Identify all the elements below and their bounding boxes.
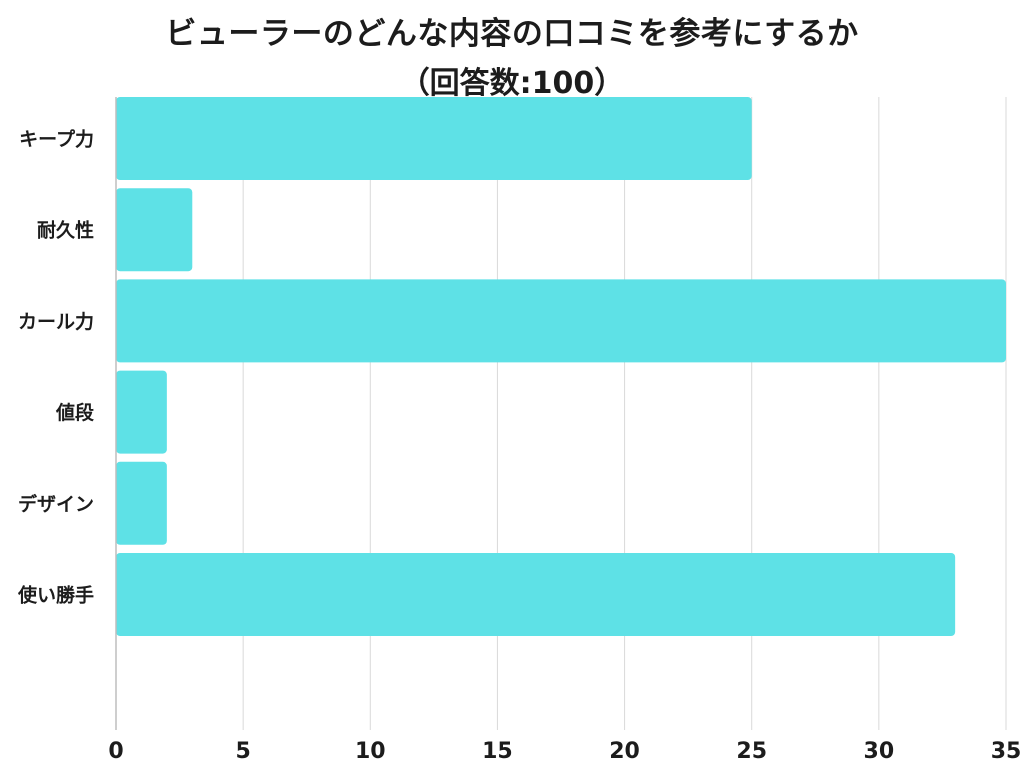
category-label: 使い勝手 xyxy=(17,584,94,607)
bar xyxy=(116,97,752,180)
category-label: 値段 xyxy=(55,401,95,424)
x-tick-label: 35 xyxy=(991,739,1022,764)
x-tick-labels: 0 5 10 15 20 25 30 35 xyxy=(108,739,1021,764)
chart-title: ビューラーのどんな内容の口コミを参考にするか xyxy=(165,16,859,52)
x-tick-label: 30 xyxy=(864,739,895,764)
bars xyxy=(116,97,1006,636)
x-tick-label: 0 xyxy=(108,739,123,764)
bar xyxy=(116,188,193,272)
x-tick-label: 20 xyxy=(609,739,640,764)
bar xyxy=(116,553,956,636)
chart-subtitle: （回答数:100） xyxy=(399,66,625,101)
x-tick-label: 15 xyxy=(482,739,513,764)
category-label: キープ力 xyxy=(19,128,94,151)
category-label: 耐久性 xyxy=(37,219,94,242)
x-tick-label: 10 xyxy=(355,739,386,764)
bar xyxy=(116,370,167,454)
x-tick-label: 25 xyxy=(736,739,767,764)
x-tick-label: 5 xyxy=(235,739,250,764)
bar xyxy=(116,461,167,545)
category-label: デザイン xyxy=(18,492,94,515)
category-label: カール力 xyxy=(18,310,94,333)
bar xyxy=(116,279,1006,363)
